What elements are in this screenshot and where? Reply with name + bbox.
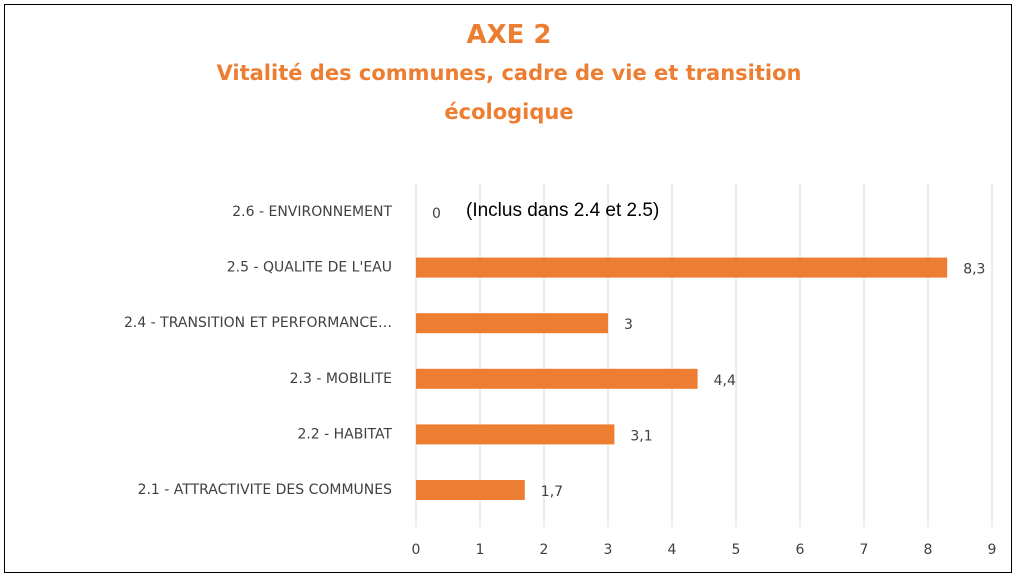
y-tick-label: 2.1 - ATTRACTIVITE DES COMMUNES	[138, 482, 393, 498]
y-tick-label: 2.5 - QUALITE DE L'EAU	[227, 260, 392, 276]
value-label: 4,4	[714, 373, 736, 389]
x-tick-label: 8	[924, 542, 933, 558]
x-tick-label: 1	[476, 542, 485, 558]
bar	[416, 424, 615, 445]
value-label: 1,7	[541, 484, 563, 500]
value-label: 3,1	[630, 428, 652, 444]
bar	[416, 313, 608, 334]
x-tick-label: 6	[796, 542, 805, 558]
x-tick-label: 3	[604, 542, 613, 558]
bar	[416, 368, 698, 389]
x-tick-label: 5	[732, 542, 741, 558]
x-tick-label: 4	[668, 542, 677, 558]
value-label: 0	[432, 206, 441, 222]
x-tick-label: 2	[540, 542, 549, 558]
chart-subtitle: Vitalité des communes, cadre de vie et t…	[216, 61, 802, 124]
x-tick-label: 9	[988, 542, 997, 558]
chart-frame	[4, 4, 1012, 573]
y-tick-label: 2.2 - HABITAT	[297, 426, 392, 442]
x-tick-label: 0	[412, 542, 421, 558]
value-label: 8,3	[963, 262, 985, 278]
value-label: 3	[624, 317, 633, 333]
annotation: (Inclus dans 2.4 et 2.5)	[466, 200, 659, 221]
x-tick-label: 7	[860, 542, 869, 558]
titles: AXE 2 Vitalité des communes, cadre de vi…	[0, 16, 1018, 132]
y-tick-label: 2.6 - ENVIRONNEMENT	[232, 204, 392, 220]
bar	[416, 480, 525, 500]
bar	[416, 257, 948, 278]
y-tick-label: 2.3 - MOBILITE	[290, 371, 392, 387]
y-tick-label: 2.4 - TRANSITION ET PERFORMANCE…	[124, 315, 392, 331]
chart-title: AXE 2	[466, 20, 552, 50]
